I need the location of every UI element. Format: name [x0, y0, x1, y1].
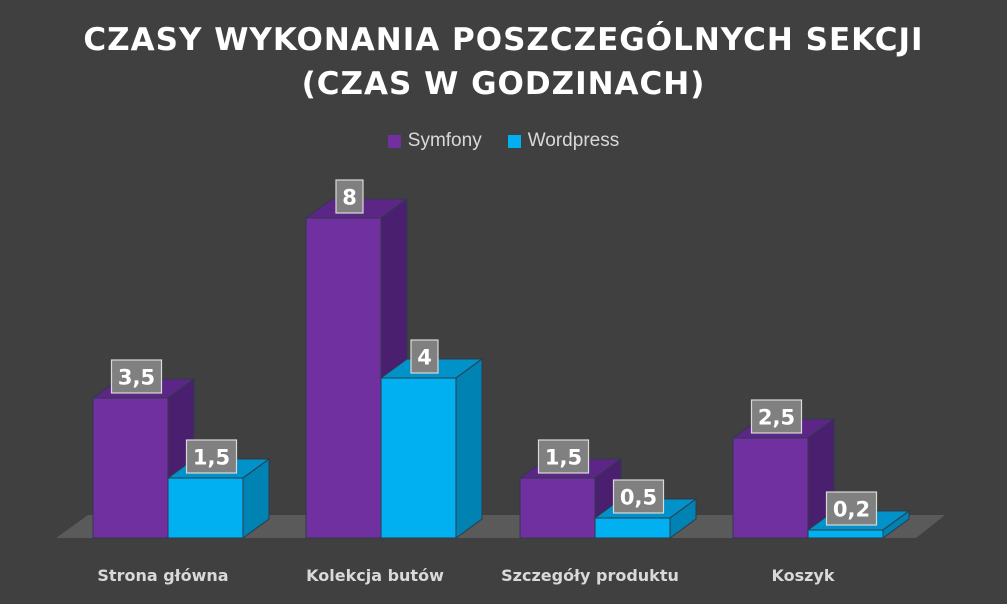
- data-label-symfony-1: 8: [342, 186, 357, 210]
- legend-item-symfony: Symfony: [387, 130, 482, 152]
- data-label-box-wordpress-2: [612, 479, 665, 514]
- data-label-symfony-3: 2,5: [758, 406, 795, 430]
- legend-label-wordpress: Wordpress: [527, 130, 620, 151]
- data-label-box-symfony-0: [110, 359, 163, 394]
- chart-title: CZASY WYKONANIA POSZCZEGÓLNYCH SEKCJI (C…: [0, 18, 1007, 106]
- chart-floor: [56, 515, 945, 538]
- bar-symfony-0: [92, 397, 169, 539]
- category-label-0: Strona główna: [97, 566, 228, 585]
- data-label-box-symfony-1: [335, 179, 364, 214]
- bar-wordpress-0: [167, 477, 244, 539]
- bar-symfony-1: [305, 217, 382, 539]
- legend-swatch-symfony: [387, 134, 401, 148]
- chart-title-line-2: (CZAS W GODZINACH): [301, 66, 706, 102]
- bar-wordpress-1-side: [455, 358, 483, 539]
- data-label-wordpress-2: 0,5: [620, 486, 657, 510]
- data-label-box-wordpress-0: [185, 439, 238, 474]
- data-label-box-wordpress-1: [410, 339, 439, 374]
- data-label-box-symfony-3: [750, 399, 803, 434]
- bar-wordpress-2: [594, 517, 671, 539]
- legend-label-symfony: Symfony: [407, 130, 482, 151]
- legend-swatch-wordpress: [507, 134, 521, 148]
- data-label-wordpress-0: 1,5: [193, 446, 230, 470]
- category-label-1: Kolekcja butów: [306, 566, 444, 585]
- data-label-symfony-2: 1,5: [545, 446, 582, 470]
- data-label-wordpress-3: 0,2: [833, 498, 870, 522]
- data-label-symfony-0: 3,5: [118, 366, 155, 390]
- chart-title-line-1: CZASY WYKONANIA POSZCZEGÓLNYCH SEKCJI: [83, 22, 924, 58]
- data-label-box-symfony-2: [537, 439, 590, 474]
- bar-wordpress-1: [380, 377, 457, 539]
- category-label-3: Koszyk: [771, 566, 834, 585]
- legend: Symfony Wordpress: [0, 130, 1007, 152]
- bar-symfony-3: [732, 437, 809, 539]
- data-label-wordpress-1: 4: [417, 346, 432, 370]
- data-label-box-wordpress-3: [825, 491, 878, 526]
- bar-symfony-2: [519, 477, 596, 539]
- bar-wordpress-3: [807, 529, 884, 539]
- legend-item-wordpress: Wordpress: [507, 130, 620, 152]
- category-label-2: Szczegóły produktu: [501, 566, 679, 585]
